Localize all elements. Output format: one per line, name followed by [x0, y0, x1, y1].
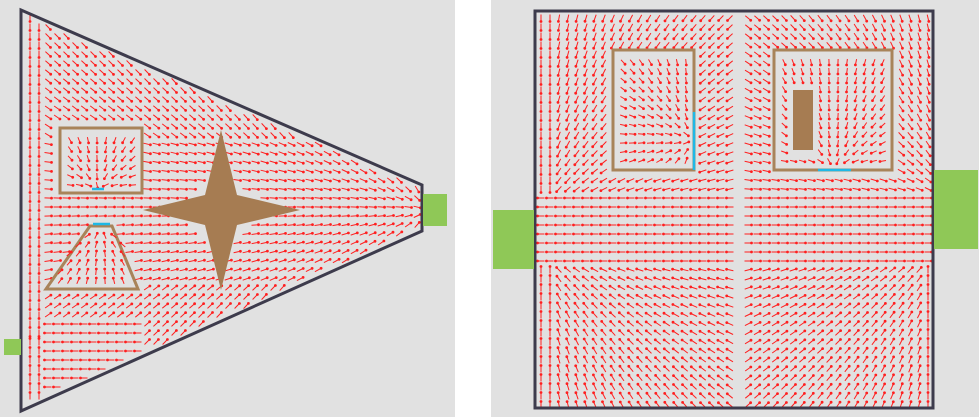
room-background — [491, 0, 979, 417]
pillar-obstacle — [793, 90, 813, 150]
trapezoid-obstacle-outline — [43, 224, 141, 291]
square-room-diagram — [491, 0, 979, 417]
rectangle-inner-arrows — [66, 136, 137, 190]
square-room-panel — [491, 0, 979, 417]
star-obstacle — [143, 130, 300, 290]
box-inner-arrows — [619, 58, 691, 164]
panel-separator — [455, 0, 491, 417]
exit-door-left — [4, 339, 21, 355]
exit-door-left — [493, 210, 534, 269]
flow-field-arrows — [28, 14, 422, 400]
rectangle-obstacle-outline — [58, 126, 144, 195]
triangle-room-diagram — [0, 0, 455, 417]
box-inner-arrows — [780, 58, 887, 166]
triangle-room-panel — [0, 0, 455, 417]
trapezoid-inner-arrows — [57, 231, 126, 285]
room-wall — [533, 9, 935, 410]
exit-door-right — [423, 194, 447, 226]
exit-door-right — [934, 170, 978, 249]
room-wall — [19, 7, 424, 414]
flow-field-arrows — [536, 14, 933, 408]
